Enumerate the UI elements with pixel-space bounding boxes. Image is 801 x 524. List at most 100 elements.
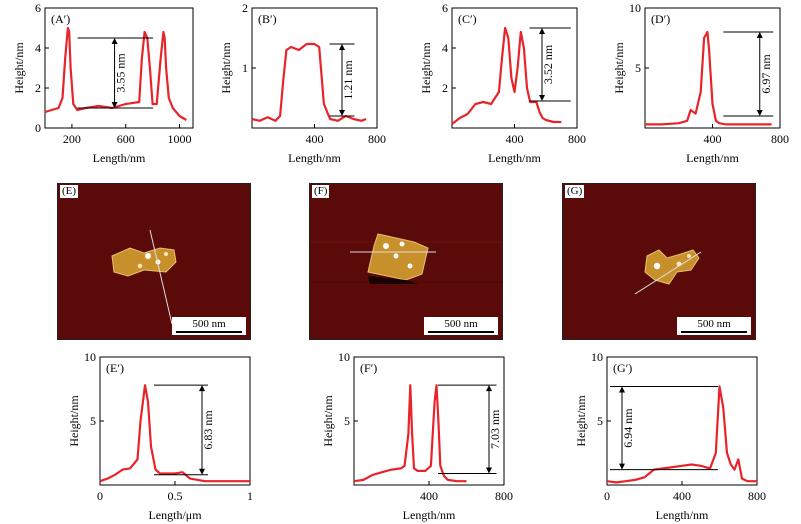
arrowhead-down <box>111 102 118 108</box>
profile-plot-f: 5 10 400 800 Length/nm Height/nm (F′) 7.03 nm <box>321 350 513 522</box>
profile-plot-g: 5 10 0 400 800 Length/nm Height/nm (G′) 6.94 nm <box>574 350 766 522</box>
x-axis-label: Length/nm <box>488 151 541 165</box>
arrowhead-down <box>339 110 345 116</box>
profile-plot-c: 2 4 6 400 800 Length/nm Height/nm (C′) 3.52 nm <box>419 1 586 165</box>
arrowhead-up <box>339 44 345 50</box>
x-axis-label: Length/nm <box>93 151 146 165</box>
y-axis-label: Height/nm <box>219 42 233 94</box>
arrowhead-down <box>486 467 492 474</box>
panel-label: (B′) <box>258 12 277 26</box>
x-tick-label: 800 <box>568 132 586 146</box>
profile-trace <box>606 385 757 484</box>
arrowhead-down <box>539 95 545 101</box>
y-axis-label: Height/nm <box>12 42 26 94</box>
arrowhead-up <box>486 385 492 392</box>
x-tick-label: 400 <box>420 489 438 503</box>
annotation-label: 7.03 nm <box>488 409 502 449</box>
profile-trace <box>645 30 772 126</box>
arrowhead-up <box>756 32 763 38</box>
annotation-label: 6.97 nm <box>759 54 773 94</box>
annotation-label: 3.52 nm <box>541 44 555 84</box>
y-tick-label: 5 <box>597 414 603 428</box>
profile-plot-e: 5 10 0 0.5 1 Length/μm Height/nm (E′) 6.83 nm <box>67 350 253 522</box>
x-tick-label: 600 <box>117 132 135 146</box>
x-tick-label: 0 <box>97 489 103 503</box>
arrowhead-up <box>619 386 625 393</box>
profile-plot-a: 0 2 4 6 200 600 1000 Length/nm Height/nm (A′) 3.55… <box>12 1 194 165</box>
x-tick-label: 400 <box>704 132 722 146</box>
afm-image-g: (G) 500 nm <box>562 183 756 340</box>
afm-image-e: (E) 500 nm <box>57 183 251 340</box>
profile-plot-b: 1 2 400 800 Length/nm Height/nm (B′) 1.21 nm <box>219 1 386 165</box>
annotation-label: 3.55 nm <box>114 53 128 93</box>
scale-bar: 500 nm <box>424 317 498 335</box>
afm-label: (F) <box>312 185 330 198</box>
y-axis-label: Height/nm <box>321 395 335 447</box>
plot-frame <box>99 356 251 486</box>
x-tick-label: 200 <box>63 132 81 146</box>
y-tick-label: 10 <box>591 350 603 364</box>
arrowhead-up <box>199 385 205 392</box>
y-tick-label: 4 <box>35 41 41 55</box>
x-axis-label: Length/nm <box>686 151 739 165</box>
annotation-label: 6.94 nm <box>621 408 635 448</box>
arrowhead-up <box>111 38 118 44</box>
y-tick-label: 2 <box>442 81 448 95</box>
y-tick-label: 5 <box>635 61 641 75</box>
x-tick-label: 800 <box>748 489 766 503</box>
x-tick-label: 1000 <box>168 132 192 146</box>
y-tick-label: 2 <box>35 81 41 95</box>
y-axis-label: Height/nm <box>67 395 81 447</box>
x-tick-label: 1 <box>247 489 253 503</box>
profile-trace <box>353 384 467 483</box>
x-tick-label: 0 <box>604 489 610 503</box>
y-tick-label: 2 <box>242 1 248 15</box>
afm-label: (G) <box>565 185 585 198</box>
y-tick-label: 4 <box>442 41 448 55</box>
x-axis-label: Length/nm <box>288 151 341 165</box>
panel-label: (C′) <box>458 12 477 26</box>
y-axis-label: Height/nm <box>419 42 433 94</box>
panel-label: (E′) <box>106 361 124 375</box>
x-axis-label: Length/μm <box>148 508 202 522</box>
y-tick-label: 6 <box>442 1 448 15</box>
afm-image-f: (F) 500 nm <box>309 183 503 340</box>
y-tick-label: 0 <box>35 121 41 135</box>
panel-label: (D′) <box>651 12 670 26</box>
plot-frame <box>44 7 194 129</box>
y-tick-label: 10 <box>338 350 350 364</box>
plot-frame <box>251 7 378 129</box>
y-axis-label: Height/nm <box>612 42 626 94</box>
y-axis-label: Height/nm <box>574 395 588 447</box>
plot-frame <box>353 356 505 486</box>
x-tick-label: 800 <box>495 489 513 503</box>
y-tick-label: 1 <box>242 61 248 75</box>
y-tick-label: 5 <box>344 414 350 428</box>
panel-label: (A′) <box>51 12 70 26</box>
panel-label: (F′) <box>360 361 377 375</box>
scale-bar: 500 nm <box>172 317 246 335</box>
arrowhead-up <box>539 28 545 34</box>
x-tick-label: 800 <box>771 132 789 146</box>
arrowhead-down <box>619 463 625 470</box>
annotation-label: 6.83 nm <box>201 410 215 450</box>
arrowhead-down <box>756 110 763 116</box>
y-tick-label: 10 <box>84 350 96 364</box>
profile-trace <box>99 384 250 483</box>
y-tick-label: 6 <box>35 1 41 15</box>
arrowhead-down <box>199 468 205 475</box>
x-tick-label: 400 <box>306 132 324 146</box>
annotation-label: 1.21 nm <box>341 60 355 100</box>
x-tick-label: 400 <box>673 489 691 503</box>
profile-plot-d: 5 10 400 800 Length/nm Height/nm (D′) 6.97 nm <box>612 1 789 165</box>
x-tick-label: 0.5 <box>168 489 183 503</box>
afm-label: (E) <box>60 185 79 198</box>
x-tick-label: 400 <box>506 132 524 146</box>
x-axis-label: Length/nm <box>403 508 456 522</box>
panel-label: (G′) <box>613 361 632 375</box>
x-tick-label: 800 <box>368 132 386 146</box>
y-tick-label: 10 <box>629 1 641 15</box>
y-tick-label: 5 <box>90 414 96 428</box>
x-axis-label: Length/nm <box>656 508 709 522</box>
scale-bar: 500 nm <box>677 317 751 335</box>
